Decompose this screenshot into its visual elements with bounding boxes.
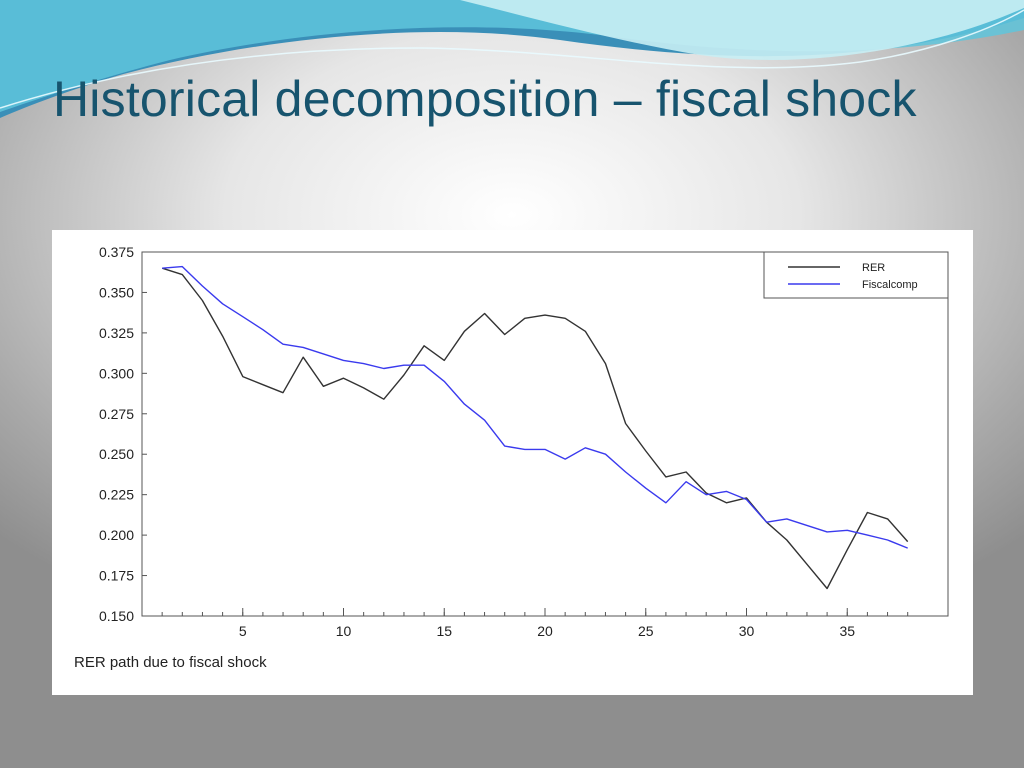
x-axis: 5 10 15 20 25 30 35 — [161, 608, 909, 639]
legend-label-rer: RER — [862, 262, 885, 274]
y-tick-label: 0.250 — [99, 446, 134, 462]
legend: RER Fiscalcomp — [763, 251, 949, 299]
x-tick-label: 5 — [239, 623, 247, 639]
y-tick-label: 0.225 — [99, 487, 134, 503]
series-lines — [161, 265, 909, 590]
x-tick-label: 10 — [336, 623, 352, 639]
chart-caption: RER path due to fiscal shock — [74, 654, 267, 671]
y-tick-label: 0.175 — [99, 568, 134, 584]
series-line-rer — [161, 267, 909, 590]
y-tick-label: 0.325 — [99, 325, 134, 341]
wave-decoration-line — [0, 9, 1024, 109]
x-tick-label: 25 — [638, 623, 654, 639]
legend-box — [763, 251, 949, 299]
y-tick-label: 0.150 — [99, 608, 134, 624]
y-tick-label: 0.375 — [99, 244, 134, 260]
x-tick-label: 20 — [537, 623, 553, 639]
legend-label-fiscalcomp: Fiscalcomp — [862, 279, 918, 291]
y-axis: 0.150 0.175 0.200 0.225 0.250 0.275 0.300 0.325… — [99, 244, 147, 624]
y-tick-label: 0.300 — [99, 365, 134, 381]
x-tick-label: 15 — [436, 623, 452, 639]
wave-decoration-light — [460, 0, 1024, 60]
slide-title: Historical decomposition – fiscal shock — [53, 71, 917, 127]
plot-frame — [141, 251, 949, 617]
x-tick-label: 30 — [739, 623, 755, 639]
y-tick-label: 0.350 — [99, 284, 134, 300]
chart-panel: 0.150 0.175 0.200 0.225 0.250 0.275 0.300 0.325… — [52, 230, 973, 695]
y-tick-label: 0.275 — [99, 406, 134, 422]
line-chart: 0.150 0.175 0.200 0.225 0.250 0.275 0.300 0.325… — [74, 244, 949, 671]
series-line-fiscalcomp — [162, 265, 908, 549]
y-tick-label: 0.200 — [99, 527, 134, 543]
x-tick-label: 35 — [839, 623, 855, 639]
